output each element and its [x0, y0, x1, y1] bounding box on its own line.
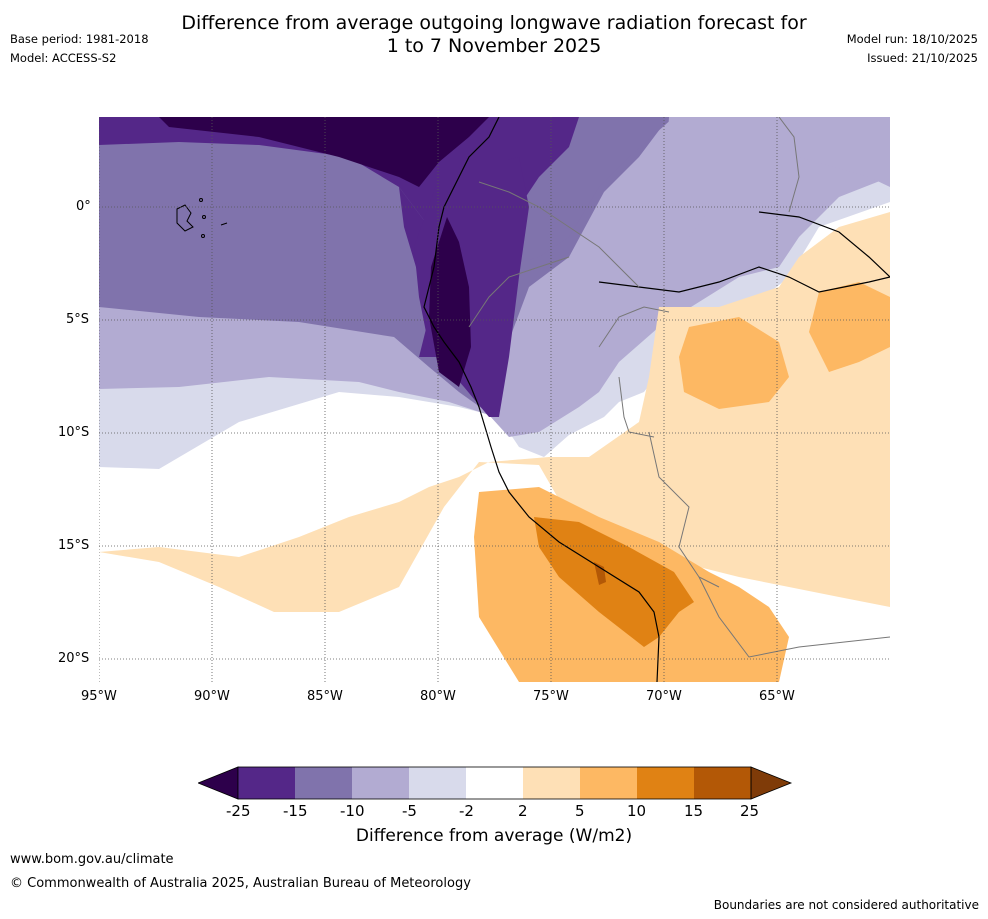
- title-line-2: 1 to 7 November 2025: [386, 35, 602, 57]
- colorbar-swatch-9: [694, 767, 751, 799]
- map-title: Difference from average outgoing longwav…: [0, 12, 988, 58]
- lat-label-5s: 5°S: [66, 312, 90, 327]
- title-line-1: Difference from average outgoing longwav…: [181, 12, 807, 34]
- lon-label-95w: 95°W: [81, 689, 117, 704]
- colorbar-swatch-1: [238, 767, 295, 799]
- band-below-minus25-inland: [429, 217, 471, 387]
- lat-label-15s: 15°S: [58, 538, 90, 553]
- colorbar-swatch-3: [352, 767, 409, 799]
- band-below-minus25: [159, 117, 489, 187]
- lon-label-80w: 80°W: [420, 689, 456, 704]
- cb-tick-2: 2: [518, 802, 528, 820]
- lon-label-65w: 65°W: [759, 689, 795, 704]
- copyright-text: © Commonwealth of Australia 2025, Austra…: [10, 876, 471, 891]
- website-link[interactable]: www.bom.gov.au/climate: [10, 852, 174, 867]
- issued-text: Issued: 21/10/2025: [867, 51, 978, 65]
- colorbar-swatch-10: [750, 766, 793, 800]
- model-run-text: Model run: 18/10/2025: [846, 32, 978, 46]
- band-purple-northeast: [659, 117, 890, 267]
- cb-tick-minus25: -25: [226, 802, 251, 820]
- cb-tick-minus5: -5: [402, 802, 417, 820]
- lat-label-0: 0°: [76, 199, 91, 214]
- colorbar-swatch-2: [295, 767, 352, 799]
- lon-label-85w: 85°W: [307, 689, 343, 704]
- lat-label-20s: 20°S: [58, 651, 90, 666]
- cb-tick-minus2: -2: [459, 802, 474, 820]
- colorbar-swatch-0: [198, 766, 239, 800]
- lat-label-10s: 10°S: [58, 425, 90, 440]
- band-plus2-to-plus5: [99, 212, 890, 612]
- graticule: [99, 117, 890, 682]
- cb-tick-minus10: -10: [340, 802, 365, 820]
- meta-right: Model run: 18/10/2025 Issued: 21/10/2025: [847, 30, 978, 68]
- lon-label-90w: 90°W: [194, 689, 230, 704]
- lon-label-70w: 70°W: [646, 689, 682, 704]
- band-plus15-to-plus25: [594, 562, 606, 585]
- cb-tick-minus15: -15: [283, 802, 308, 820]
- colorbar-title: Difference from average (W/m2): [355, 826, 633, 846]
- olr-anomaly-map: [99, 117, 890, 682]
- colorbar-swatch-6: [523, 767, 580, 799]
- model-text: Model: ACCESS-S2: [10, 51, 117, 65]
- cb-tick-15: 15: [684, 802, 704, 820]
- coastline: [423, 117, 660, 682]
- colorbar-outline: [237, 766, 752, 800]
- lon-label-75w: 75°W: [533, 689, 569, 704]
- colorbar: [198, 766, 793, 800]
- galapagos-islands: [176, 198, 228, 238]
- cb-tick-25: 25: [740, 802, 760, 820]
- colorbar-swatch-5: [466, 767, 523, 799]
- colorbar-swatch-8: [637, 767, 694, 799]
- amazon-coast: [598, 266, 890, 293]
- country-borders: [468, 117, 890, 658]
- cb-tick-10: 10: [627, 802, 647, 820]
- band-plus5-to-plus10-north: [679, 317, 789, 409]
- base-period-text: Base period: 1981-2018: [10, 32, 149, 46]
- colorbar-swatch-4: [409, 767, 466, 799]
- meta-left: Base period: 1981-2018 Model: ACCESS-S2: [10, 30, 149, 68]
- cb-tick-5: 5: [575, 802, 585, 820]
- colorbar-swatch-7: [580, 767, 637, 799]
- northeast-coast: [758, 211, 890, 278]
- band-plus5-to-plus10-east: [809, 282, 890, 372]
- disclaimer-text: Boundaries are not considered authoritat…: [713, 898, 979, 912]
